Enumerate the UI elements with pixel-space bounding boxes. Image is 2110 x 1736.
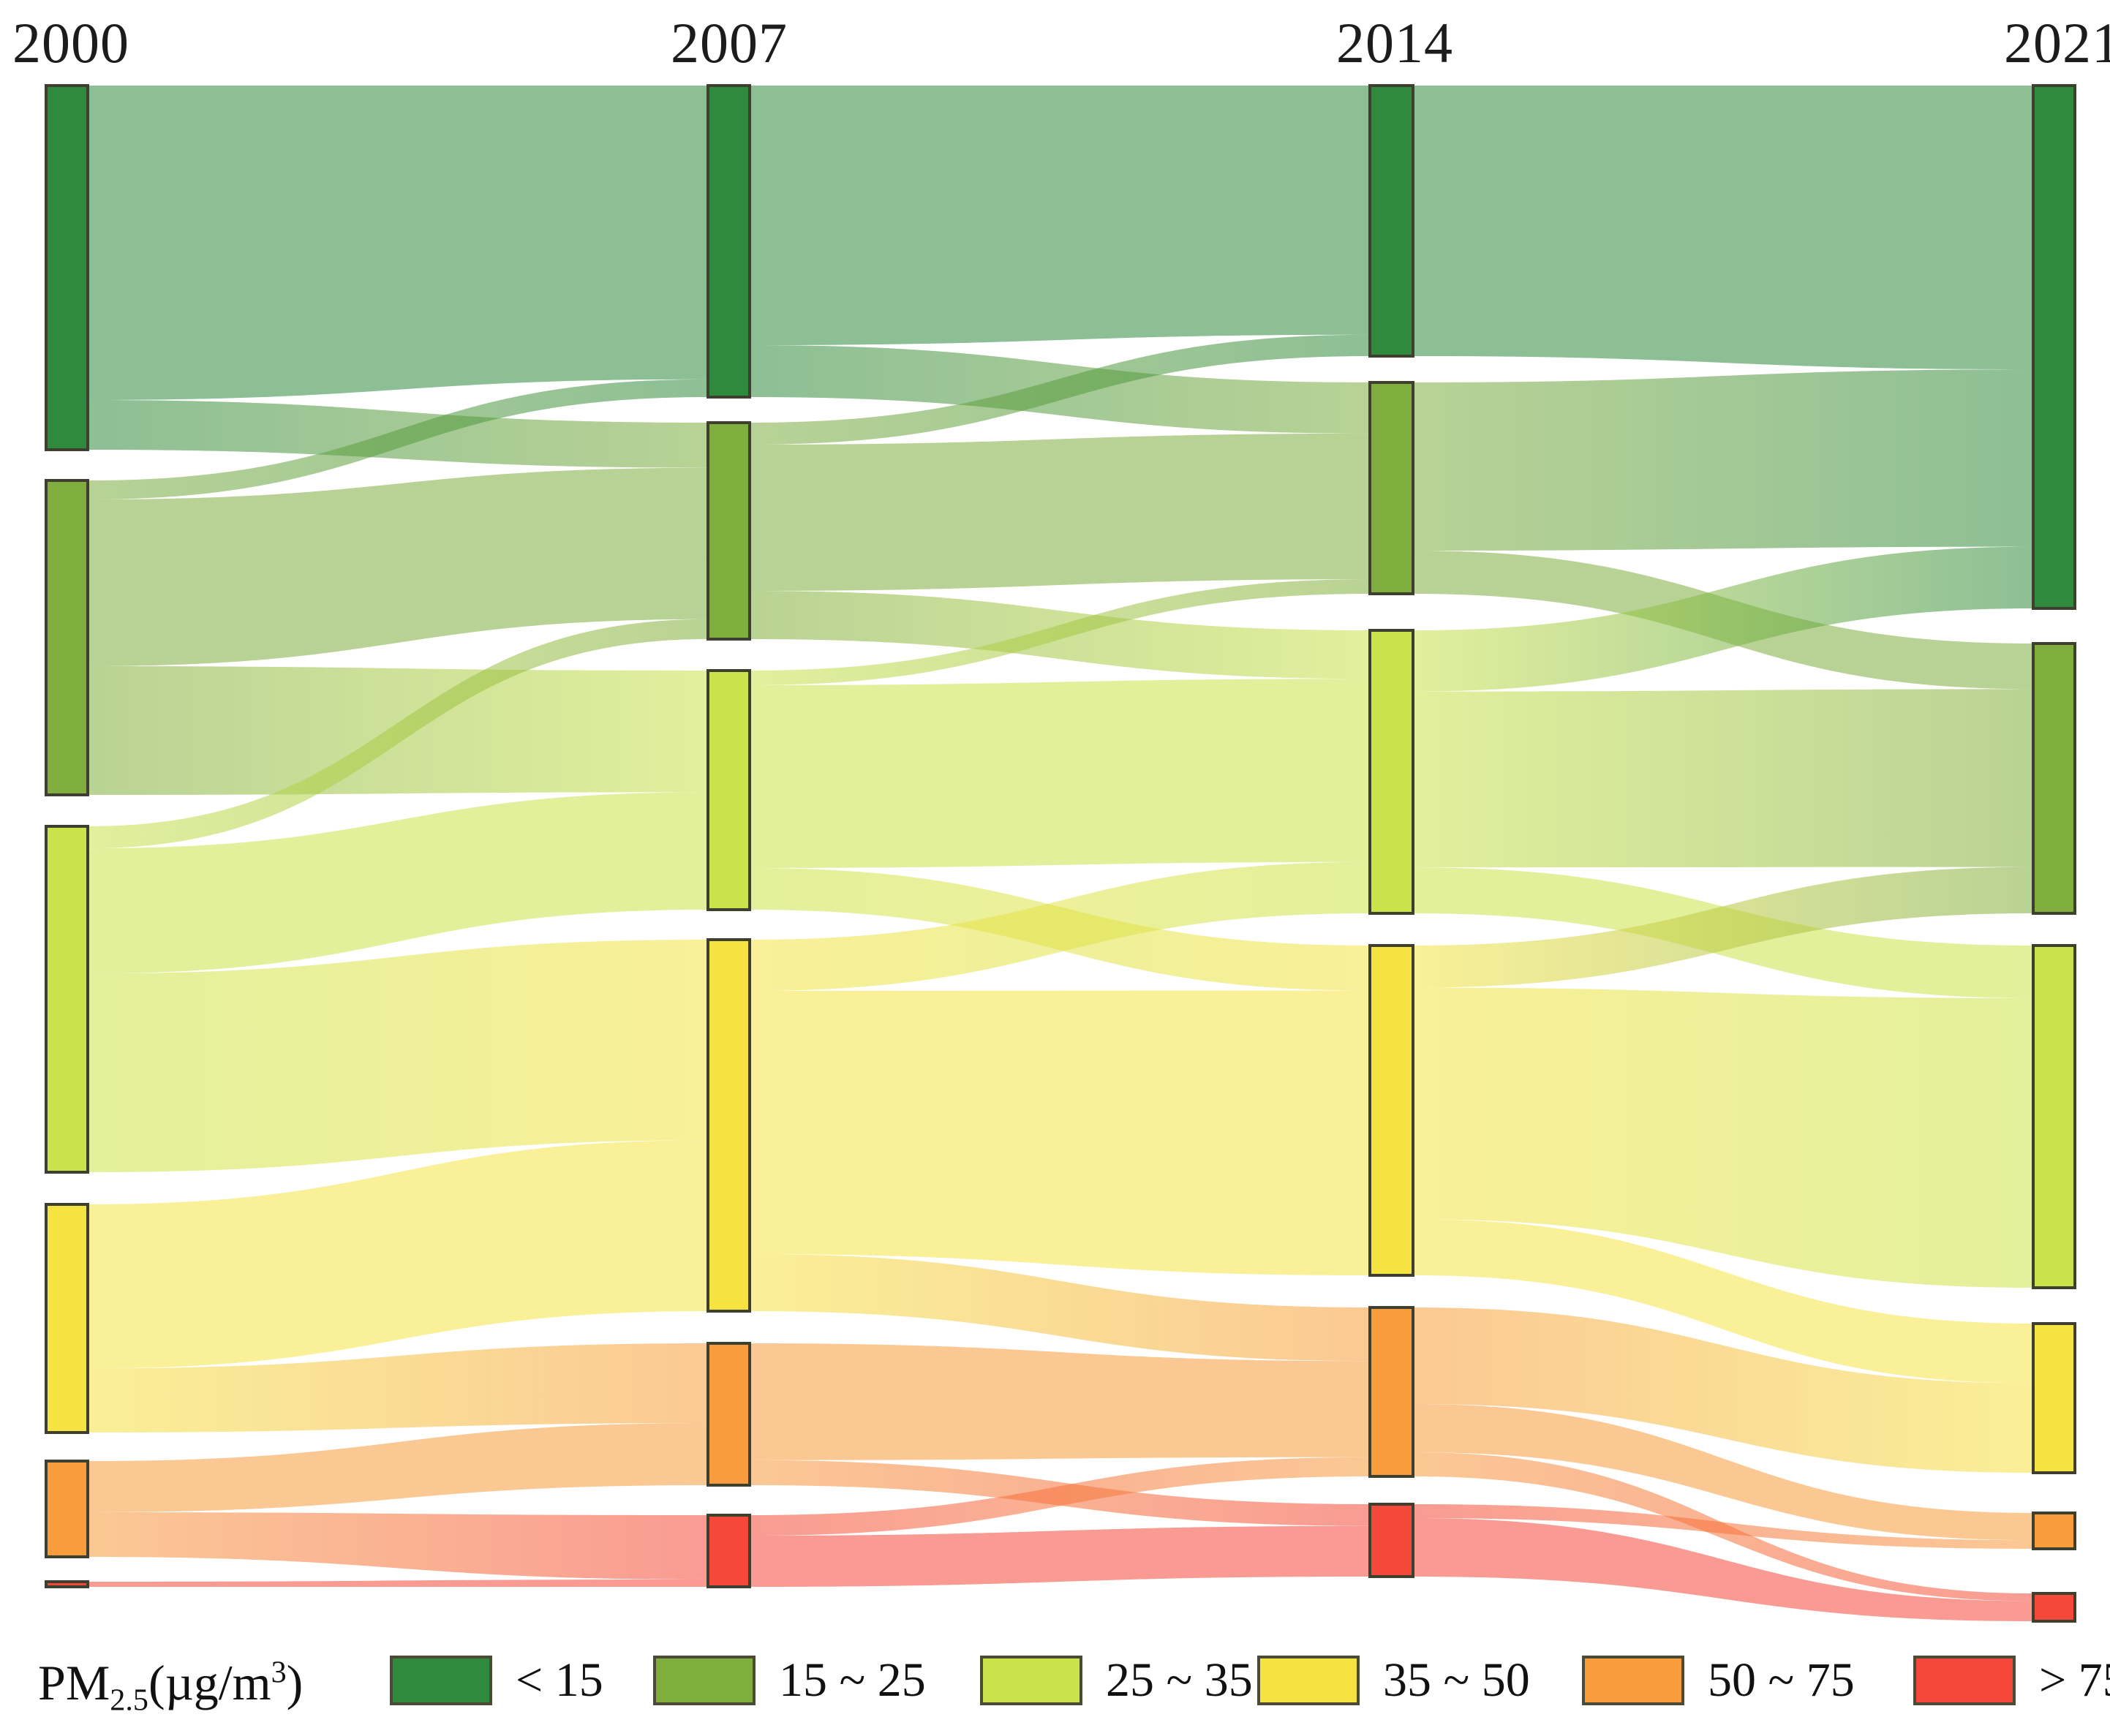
flow-2014-50-75-to-2021-50-75 <box>1413 1404 2033 1541</box>
node-2007-15-25 <box>707 421 751 641</box>
flow-2014-gt75-to-2021-50-75 <box>1413 1504 2033 1549</box>
node-2000-lt15 <box>45 84 89 451</box>
flow-2007-50-75-to-2014-50-75 <box>750 1343 1370 1460</box>
node-2021-gt75 <box>2032 1592 2076 1623</box>
legend-title-prefix: PM <box>38 1655 110 1710</box>
node-2000-15-25 <box>45 479 89 796</box>
legend-label-lt15: < 15 <box>516 1653 603 1707</box>
node-2014-lt15 <box>1368 84 1414 358</box>
flow-2014-25-35-to-2021-15-25 <box>1413 689 2033 868</box>
node-2021-25-35 <box>2032 944 2076 1289</box>
flow-2000-25-35-to-2007-15-25 <box>88 619 708 849</box>
flow-2000-lt15-to-2007-lt15 <box>88 86 708 400</box>
node-2021-15-25 <box>2032 642 2076 915</box>
legend-label-25-35: 25 ~ 35 <box>1106 1653 1253 1707</box>
node-2000-25-35 <box>45 825 89 1174</box>
flow-2000-gt75-to-2007-gt75 <box>88 1579 708 1587</box>
node-2014-15-25 <box>1368 381 1414 595</box>
flow-2014-35-50-to-2021-15-25 <box>1413 867 2033 988</box>
flow-2014-35-50-to-2021-25-35 <box>1413 987 2033 1288</box>
legend-swatch-gt75 <box>1913 1656 2016 1705</box>
flow-2000-35-50-to-2007-50-75 <box>88 1343 708 1433</box>
flow-2007-gt75-to-2014-gt75 <box>750 1525 1370 1587</box>
node-2014-25-35 <box>1368 629 1414 915</box>
flow-2000-50-75-to-2007-50-75 <box>88 1423 708 1512</box>
flow-2007-lt15-to-2014-lt15 <box>750 86 1370 345</box>
node-2000-35-50 <box>45 1203 89 1434</box>
flow-2007-15-25-to-2014-lt15 <box>750 334 1370 445</box>
legend-title: PM2.5(µg/m3) <box>38 1654 303 1718</box>
year-label-2007: 2007 <box>671 11 788 75</box>
legend-swatch-15-25 <box>653 1656 756 1705</box>
node-2021-lt15 <box>2032 84 2076 610</box>
flow-2014-50-75-to-2021-35-50 <box>1413 1307 2033 1473</box>
flow-2000-15-25-to-2007-lt15 <box>88 379 708 499</box>
sankey-nodes <box>45 84 2076 1623</box>
node-2007-lt15 <box>707 84 751 399</box>
legend-label-gt75: > 75 <box>2039 1653 2110 1707</box>
flow-2007-35-50-to-2014-50-75 <box>750 1254 1370 1362</box>
year-label-2000: 2000 <box>12 11 129 75</box>
flow-2000-50-75-to-2007-gt75 <box>88 1512 708 1580</box>
node-2007-gt75 <box>707 1514 751 1588</box>
flow-2007-25-35-to-2014-15-25 <box>750 579 1370 685</box>
legend-swatch-lt15 <box>390 1656 492 1705</box>
node-2000-gt75 <box>45 1580 89 1588</box>
legend-swatch-25-35 <box>980 1656 1082 1705</box>
node-2007-35-50 <box>707 938 751 1313</box>
legend-title-mid: (µg/m <box>148 1655 271 1710</box>
node-2000-50-75 <box>45 1460 89 1558</box>
flow-2007-35-50-to-2014-35-50 <box>750 990 1370 1275</box>
node-2021-35-50 <box>2032 1322 2076 1474</box>
legend-swatch-50-75 <box>1582 1656 1684 1705</box>
legend-title-suffix: ) <box>286 1655 304 1710</box>
flow-2000-15-25-to-2007-15-25 <box>88 467 708 666</box>
flow-2014-15-25-to-2021-lt15 <box>1413 369 2033 551</box>
flow-2007-35-50-to-2014-25-35 <box>750 861 1370 991</box>
sankey-links <box>88 86 2033 1621</box>
legend-title-superscript: 3 <box>271 1655 287 1690</box>
year-label-2021: 2021 <box>2004 11 2110 75</box>
flow-2014-25-35-to-2021-lt15 <box>1413 546 2033 692</box>
node-2014-50-75 <box>1368 1306 1414 1478</box>
flow-2007-25-35-to-2014-25-35 <box>750 679 1370 868</box>
legend-swatch-35-50 <box>1257 1656 1360 1705</box>
legend-label-50-75: 50 ~ 75 <box>1708 1653 1855 1707</box>
legend: PM2.5(µg/m3) < 15 15 ~ 25 25 ~ 35 35 ~ 50 50… <box>0 1644 2110 1724</box>
flow-2014-gt75-to-2021-gt75 <box>1413 1518 2033 1621</box>
legend-title-subscript: 2.5 <box>110 1683 148 1718</box>
node-2014-35-50 <box>1368 944 1414 1277</box>
legend-label-35-50: 35 ~ 50 <box>1383 1653 1530 1707</box>
flow-2000-25-35-to-2007-25-35 <box>88 792 708 974</box>
year-label-2014: 2014 <box>1336 11 1453 75</box>
node-2007-25-35 <box>707 669 751 911</box>
node-2014-gt75 <box>1368 1503 1414 1578</box>
flow-2014-lt15-to-2021-lt15 <box>1413 86 2033 370</box>
flow-2014-35-50-to-2021-35-50 <box>1413 1219 2033 1384</box>
node-2007-50-75 <box>707 1342 751 1487</box>
node-2021-50-75 <box>2032 1512 2076 1550</box>
flow-2000-25-35-to-2007-35-50 <box>88 940 708 1172</box>
flow-2007-15-25-to-2014-15-25 <box>750 433 1370 591</box>
flow-2000-35-50-to-2007-35-50 <box>88 1140 708 1369</box>
flow-2007-gt75-to-2014-50-75 <box>750 1457 1370 1536</box>
legend-label-15-25: 15 ~ 25 <box>779 1653 926 1707</box>
